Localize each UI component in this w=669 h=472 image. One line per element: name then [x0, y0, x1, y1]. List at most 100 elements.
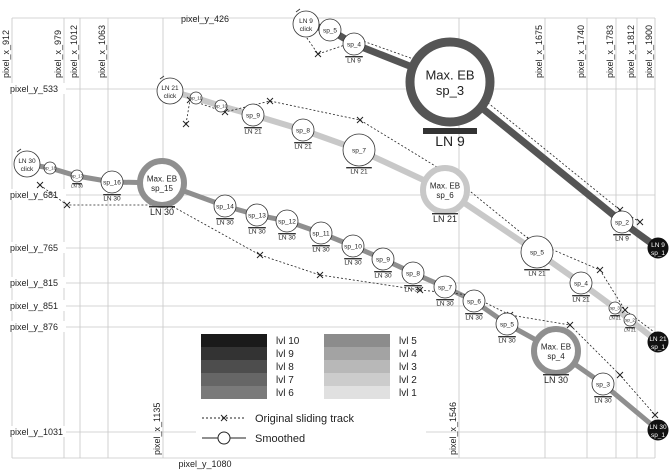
svg-text:LN 9: LN 9 — [615, 236, 629, 243]
svg-text:sp_3: sp_3 — [610, 306, 620, 311]
track-node: sp_10 — [214, 99, 228, 113]
svg-text:LN 30: LN 30 — [103, 196, 121, 203]
x-tick-label-bottom: pixel_x_1135 — [152, 403, 162, 455]
svg-text:sp_11: sp_11 — [312, 230, 330, 237]
track-node: sp_9 LN 21 — [241, 103, 265, 136]
svg-text:LN 21: LN 21 — [161, 85, 179, 92]
y-tick-label-top: pixel_y_426 — [181, 14, 229, 24]
svg-text:sp_2: sp_2 — [615, 219, 629, 226]
svg-text:sp_9: sp_9 — [246, 112, 260, 119]
original-track-point — [616, 371, 624, 379]
y-tick-label-left: pixel_y_765 — [10, 243, 58, 253]
svg-text:sp_5: sp_5 — [500, 321, 514, 328]
svg-text:LN 21: LN 21 — [244, 129, 262, 136]
svg-text:sp_9: sp_9 — [376, 256, 390, 263]
legend-swatch — [201, 360, 267, 373]
track-node: sp_3 LN 21 — [608, 301, 622, 321]
original-track-point — [596, 266, 604, 274]
svg-text:LN 21: LN 21 — [350, 169, 368, 176]
legend-swatch — [324, 386, 390, 399]
svg-text:Max. EB: Max. EB — [430, 181, 460, 190]
svg-text:LN 30: LN 30 — [344, 260, 362, 267]
x-tick-label-top: pixel_x_979 — [53, 30, 63, 78]
track-node: sp_9 LN 30 — [371, 247, 395, 280]
x-tick-label-top: pixel_x_912 — [1, 30, 11, 78]
svg-text:sp_8: sp_8 — [406, 270, 420, 277]
track-node: sp_8 LN 21 — [291, 118, 315, 151]
svg-text:sp_13: sp_13 — [248, 212, 266, 219]
track-node: LN 9sp_1 — [647, 237, 669, 259]
svg-text:LN 30: LN 30 — [465, 315, 483, 322]
svg-text:sp_15: sp_15 — [151, 184, 173, 193]
legend-level-label: lvl 10 — [276, 336, 300, 347]
track-node: sp_4 LN 9 — [342, 32, 366, 65]
svg-text:sp_4: sp_4 — [347, 41, 361, 48]
svg-text:LN 21: LN 21 — [572, 297, 590, 304]
svg-text:LN 9: LN 9 — [651, 242, 665, 249]
svg-text:LN 30: LN 30 — [436, 301, 454, 308]
legend-swatch — [201, 347, 267, 360]
svg-text:Max. EB: Max. EB — [541, 342, 571, 351]
svg-text:sp_4: sp_4 — [547, 352, 565, 361]
svg-text:sp_3: sp_3 — [596, 381, 610, 388]
svg-text:LN 9: LN 9 — [299, 18, 313, 25]
x-tick-label-top: pixel_x_1740 — [576, 25, 586, 78]
original-track-point — [63, 201, 71, 209]
svg-text:LN 21: LN 21 — [624, 328, 637, 333]
legend-swatch — [324, 360, 390, 373]
svg-text:sp_7: sp_7 — [438, 284, 452, 291]
svg-text:LN 30: LN 30 — [248, 229, 266, 236]
legend-original-track-label: Original sliding track — [255, 413, 355, 425]
svg-text:sp_3: sp_3 — [436, 83, 464, 98]
svg-text:sp_1: sp_1 — [651, 344, 665, 351]
svg-text:LN 30: LN 30 — [544, 375, 568, 385]
track-node: sp_14 LN 30 — [213, 194, 237, 227]
original-sliding-track — [185, 99, 659, 336]
y-tick-label-left: pixel_y_876 — [10, 322, 58, 332]
legend-swatch — [201, 386, 267, 399]
svg-text:LN 30: LN 30 — [374, 273, 392, 280]
track-node: sp_7 LN 30 — [433, 275, 457, 308]
svg-text:LN 21: LN 21 — [294, 144, 312, 151]
svg-text:sp_10: sp_10 — [215, 104, 228, 109]
track-node: sp_11 LN 30 — [309, 221, 333, 254]
svg-text:sp_12: sp_12 — [278, 218, 296, 225]
svg-text:click: click — [300, 26, 313, 33]
track-node: sp_5 LN 21 — [520, 235, 554, 278]
svg-text:sp_2: sp_2 — [625, 318, 635, 323]
svg-text:LN 30: LN 30 — [649, 424, 667, 431]
legend: lvl 10 lvl 9 lvl 8 lvl 7 lvl 6 lvl 5 lvl 4 lvl … — [196, 330, 426, 448]
svg-text:LN 21: LN 21 — [609, 316, 622, 321]
svg-text:sp_5: sp_5 — [323, 27, 337, 34]
y-tick-label-left: pixel_y_681 — [10, 190, 58, 200]
legend-smoothed-label: Smoothed — [255, 433, 305, 445]
x-tick-label-top: pixel_x_1012 — [69, 25, 79, 78]
legend-swatch — [201, 373, 267, 386]
original-track-point — [566, 321, 574, 329]
svg-text:click: click — [21, 166, 34, 173]
svg-text:sp_1: sp_1 — [651, 432, 665, 439]
track-node: sp_13 LN 30 — [245, 203, 269, 236]
legend-swatch — [324, 373, 390, 386]
track-node: sp_11 — [189, 91, 202, 105]
original-track-point — [621, 306, 629, 314]
track-node: sp_2 LN 9 — [610, 210, 634, 243]
svg-text:Max. EB: Max. EB — [425, 67, 474, 82]
original-track-point — [256, 251, 264, 259]
svg-text:LN 9: LN 9 — [435, 133, 465, 149]
legend-swatch — [201, 334, 267, 347]
track-node: sp_5 — [318, 18, 342, 42]
svg-text:sp_6: sp_6 — [436, 191, 454, 200]
legend-level-label: lvl 9 — [276, 349, 294, 360]
y-tick-label-left: pixel_y_851 — [10, 301, 58, 311]
x-tick-label-bottom: pixel_x_1546 — [448, 402, 458, 455]
svg-text:LN 21: LN 21 — [649, 336, 667, 343]
svg-text:LN 30: LN 30 — [71, 184, 84, 189]
legend-level-label: lvl 3 — [399, 362, 417, 373]
